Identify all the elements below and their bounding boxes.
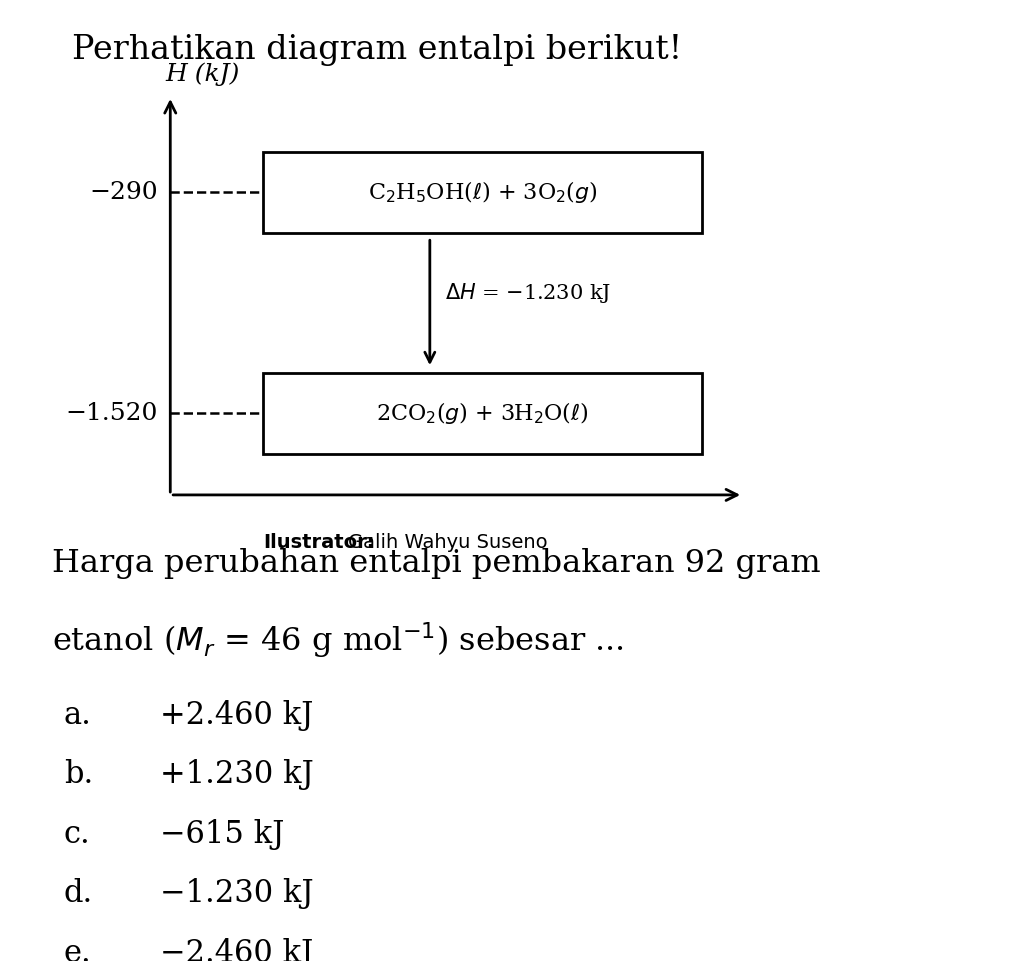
Text: −2.460 kJ: −2.460 kJ xyxy=(160,938,313,961)
Text: Perhatikan diagram entalpi berikut!: Perhatikan diagram entalpi berikut! xyxy=(72,34,682,65)
Text: Ilustrator:: Ilustrator: xyxy=(263,533,375,553)
Text: a.: a. xyxy=(64,700,92,730)
Text: b.: b. xyxy=(64,759,93,790)
Text: $\Delta H$ = −1.230 kJ: $\Delta H$ = −1.230 kJ xyxy=(446,282,611,305)
Text: c.: c. xyxy=(64,819,91,850)
Text: H (kJ): H (kJ) xyxy=(165,63,239,86)
Bar xyxy=(263,373,702,454)
Text: −615 kJ: −615 kJ xyxy=(160,819,285,850)
Text: −290: −290 xyxy=(90,181,158,204)
Text: +2.460 kJ: +2.460 kJ xyxy=(160,700,314,730)
Text: −1.230 kJ: −1.230 kJ xyxy=(160,878,314,909)
Text: etanol ($M_r$ = 46 g mol$^{-1}$) sebesar ...: etanol ($M_r$ = 46 g mol$^{-1}$) sebesar… xyxy=(52,620,623,659)
Text: C$_2$H$_5$OH($\ell$) + 3O$_2$($g$): C$_2$H$_5$OH($\ell$) + 3O$_2$($g$) xyxy=(367,179,598,206)
Bar xyxy=(263,152,702,233)
Text: Harga perubahan entalpi pembakaran 92 gram: Harga perubahan entalpi pembakaran 92 gr… xyxy=(52,548,820,579)
Text: +1.230 kJ: +1.230 kJ xyxy=(160,759,314,790)
Text: d.: d. xyxy=(64,878,93,909)
Text: 2CO$_2$($g$) + 3H$_2$O($\ell$): 2CO$_2$($g$) + 3H$_2$O($\ell$) xyxy=(376,400,589,427)
Text: e.: e. xyxy=(64,938,92,961)
Text: −1.520: −1.520 xyxy=(65,402,158,425)
Text: Galih Wahyu Suseno: Galih Wahyu Suseno xyxy=(348,533,547,553)
